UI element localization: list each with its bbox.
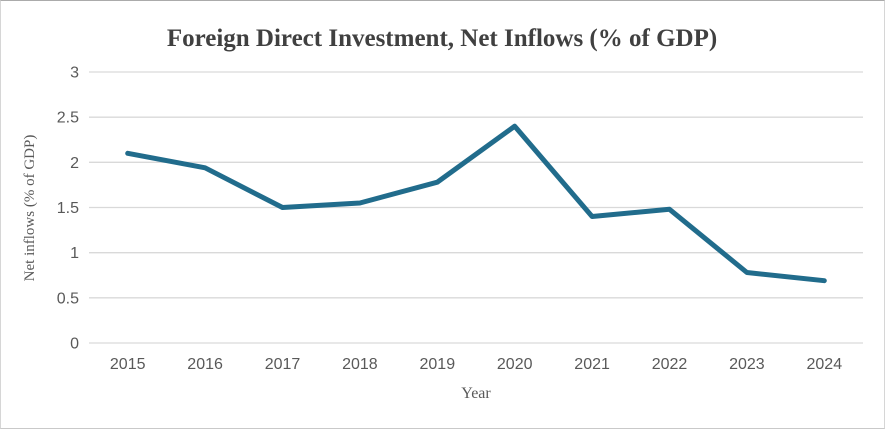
y-tick-label: 1.5 [57, 200, 79, 217]
y-tick-label: 0 [70, 336, 79, 353]
y-tick-label: 1 [70, 245, 79, 262]
x-axis-tick-labels: 2015 2016 2017 2018 2019 2020 2021 2022 2023 2024 [110, 356, 842, 373]
x-tick-label: 2021 [574, 356, 610, 373]
fdi-series-line [125, 123, 827, 284]
x-tick-label: 2022 [652, 356, 688, 373]
chart-title: Foreign Direct Investment, Net Inflows (… [167, 25, 717, 52]
y-tick-label: 2 [70, 155, 79, 172]
x-tick-label: 2019 [420, 356, 456, 373]
gridlines [89, 71, 863, 344]
y-tick-label: 3 [70, 65, 79, 82]
y-axis-title: Net inflows (% of GDP) [22, 135, 38, 282]
y-axis-tick-labels: 0 0.5 1 1.5 2 2.5 3 [57, 65, 79, 353]
x-tick-label: 2017 [265, 356, 301, 373]
x-tick-label: 2018 [342, 356, 378, 373]
x-tick-label: 2015 [110, 356, 146, 373]
x-tick-label: 2016 [187, 356, 223, 373]
x-tick-label: 2023 [729, 356, 765, 373]
x-tick-label: 2024 [807, 356, 843, 373]
y-tick-label: 2.5 [57, 110, 79, 127]
x-tick-label: 2020 [497, 356, 533, 373]
x-axis-title: Year [461, 385, 491, 402]
y-tick-label: 0.5 [57, 290, 79, 307]
